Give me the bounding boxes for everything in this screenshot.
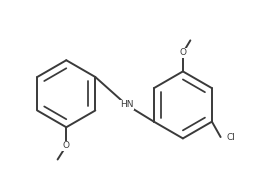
Text: O: O (179, 48, 186, 57)
Text: O: O (63, 141, 70, 150)
Text: HN: HN (120, 100, 133, 109)
Text: Cl: Cl (226, 132, 235, 142)
